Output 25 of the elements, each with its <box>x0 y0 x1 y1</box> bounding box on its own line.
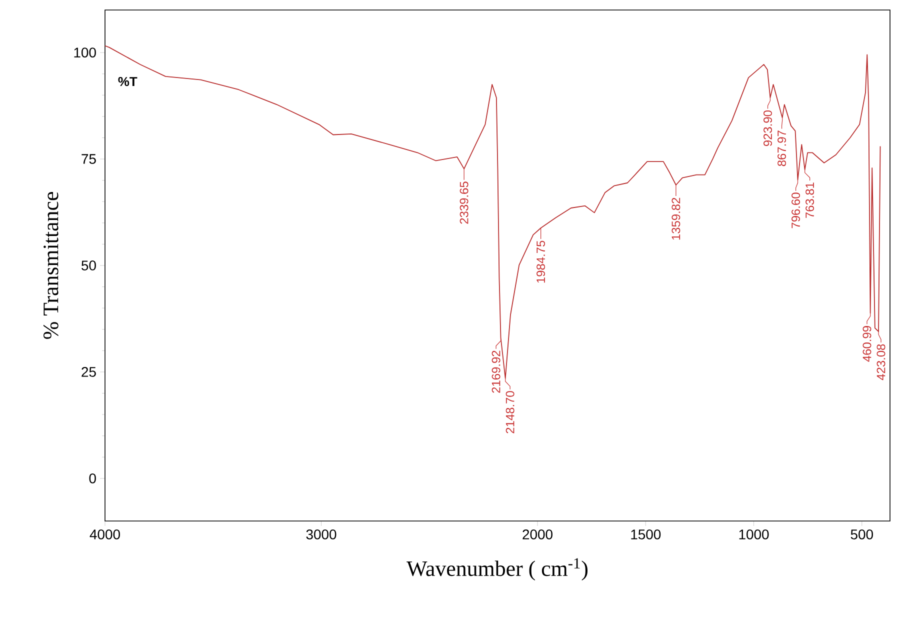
y-tick-label: 75 <box>82 154 96 164</box>
annotation: 2169.92 <box>492 350 500 393</box>
annotation: 796.60 <box>792 192 800 228</box>
y-tick-label: 50 <box>82 260 96 270</box>
annotation: 1984.75 <box>536 240 546 283</box>
annotation: 923.90 <box>764 110 772 146</box>
x-tick-label: 1000 <box>739 529 769 540</box>
y-axis-title: % Transmittance <box>44 192 58 339</box>
x-tick-label: 3000 <box>306 529 336 540</box>
annotation: 2148.70 <box>506 391 514 434</box>
annotation: 460.99 <box>862 326 872 362</box>
annotation: 763.81 <box>806 182 814 218</box>
y-tick-label: 100 <box>74 48 96 58</box>
x-axis-title: Wavenumber ( cm$^{-1}$) <box>406 558 588 581</box>
annotation: 867.97 <box>778 130 786 166</box>
x-tick-label: 2000 <box>522 529 552 540</box>
x-tick-label: 4000 <box>90 529 120 540</box>
annotation: %T <box>118 76 138 86</box>
annotation: 423.08 <box>876 344 886 380</box>
y-tick-label: 25 <box>82 366 96 377</box>
annotation: 1359.82 <box>672 198 680 240</box>
x-tick-label: 500 <box>850 529 873 540</box>
y-tick-label: 0 <box>89 473 96 484</box>
x-tick-label: 1500 <box>631 529 661 540</box>
annotation: 2339.65 <box>460 182 468 224</box>
